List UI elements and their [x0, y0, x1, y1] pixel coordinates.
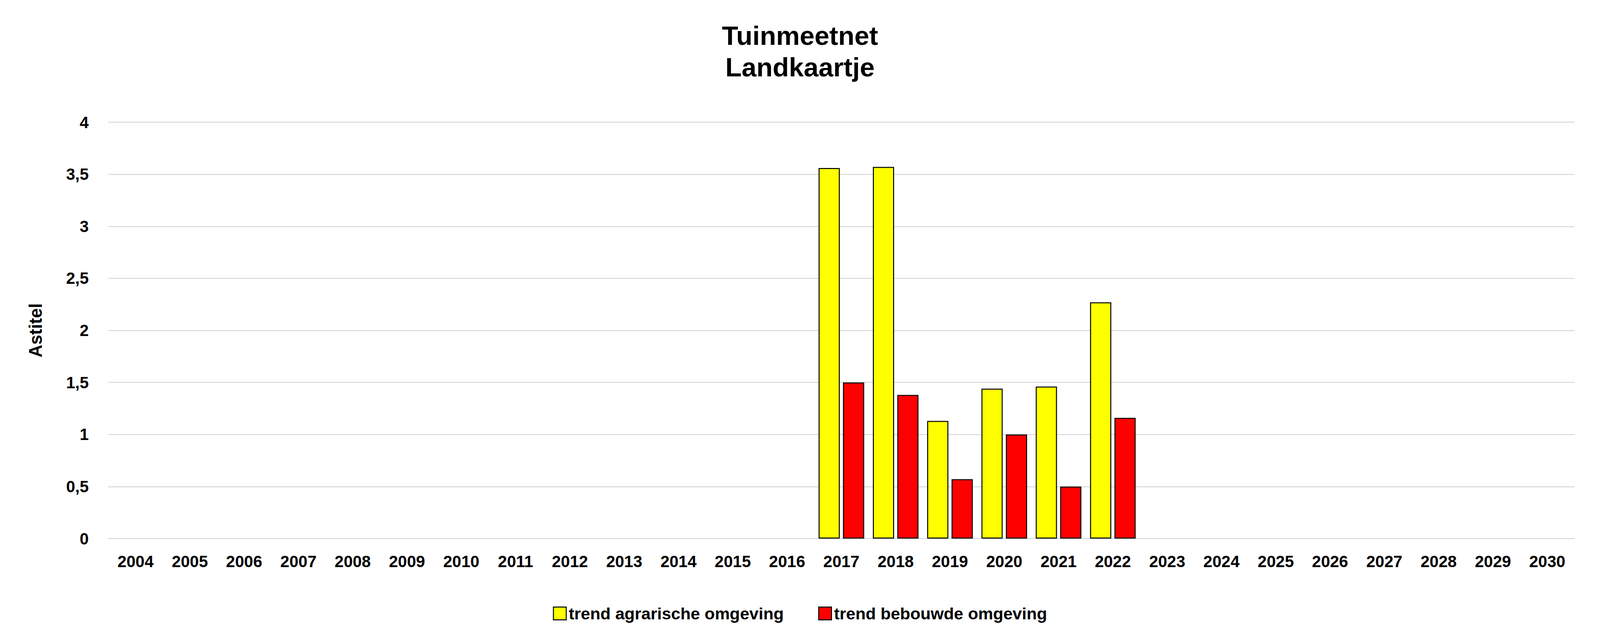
- svg-text:2005: 2005: [171, 552, 208, 571]
- svg-text:2007: 2007: [280, 552, 317, 571]
- svg-text:2023: 2023: [1149, 552, 1186, 571]
- svg-text:2026: 2026: [1311, 552, 1348, 571]
- svg-text:2018: 2018: [877, 552, 914, 571]
- svg-text:2004: 2004: [117, 552, 154, 571]
- svg-text:2024: 2024: [1203, 552, 1240, 571]
- svg-text:Tuinmeetnet: Tuinmeetnet: [721, 20, 878, 51]
- svg-text:2011: 2011: [498, 552, 534, 571]
- svg-text:2008: 2008: [334, 552, 371, 571]
- svg-text:2: 2: [79, 321, 89, 340]
- svg-text:2012: 2012: [551, 552, 588, 571]
- svg-text:2027: 2027: [1366, 552, 1403, 571]
- svg-text:2006: 2006: [226, 552, 263, 571]
- svg-text:2009: 2009: [389, 552, 426, 571]
- svg-text:2029: 2029: [1474, 552, 1511, 571]
- svg-text:trend bebouwde omgeving: trend bebouwde omgeving: [833, 603, 1048, 623]
- svg-text:2014: 2014: [660, 552, 698, 571]
- svg-text:Landkaartje: Landkaartje: [725, 52, 875, 82]
- svg-text:3,5: 3,5: [66, 165, 89, 184]
- svg-text:2017: 2017: [823, 552, 860, 571]
- svg-text:1,5: 1,5: [66, 373, 89, 392]
- svg-text:2022: 2022: [1094, 552, 1131, 571]
- svg-text:2020: 2020: [986, 552, 1023, 571]
- svg-text:2028: 2028: [1420, 552, 1457, 571]
- svg-text:1: 1: [79, 425, 89, 444]
- svg-text:2019: 2019: [932, 552, 968, 571]
- svg-text:4: 4: [79, 113, 90, 132]
- svg-text:0,5: 0,5: [66, 477, 89, 496]
- svg-text:3: 3: [79, 217, 89, 236]
- svg-text:2010: 2010: [443, 552, 480, 571]
- svg-text:2015: 2015: [714, 552, 751, 571]
- svg-text:2030: 2030: [1529, 552, 1566, 571]
- svg-text:2025: 2025: [1257, 552, 1294, 571]
- svg-text:2021: 2021: [1040, 552, 1077, 571]
- svg-text:2016: 2016: [768, 552, 805, 571]
- svg-text:0: 0: [79, 529, 89, 548]
- svg-text:2,5: 2,5: [66, 268, 89, 288]
- svg-text:Astitel: Astitel: [25, 302, 46, 358]
- svg-text:2013: 2013: [605, 552, 642, 571]
- svg-text:trend agrarische omgeving: trend agrarische omgeving: [568, 603, 784, 623]
